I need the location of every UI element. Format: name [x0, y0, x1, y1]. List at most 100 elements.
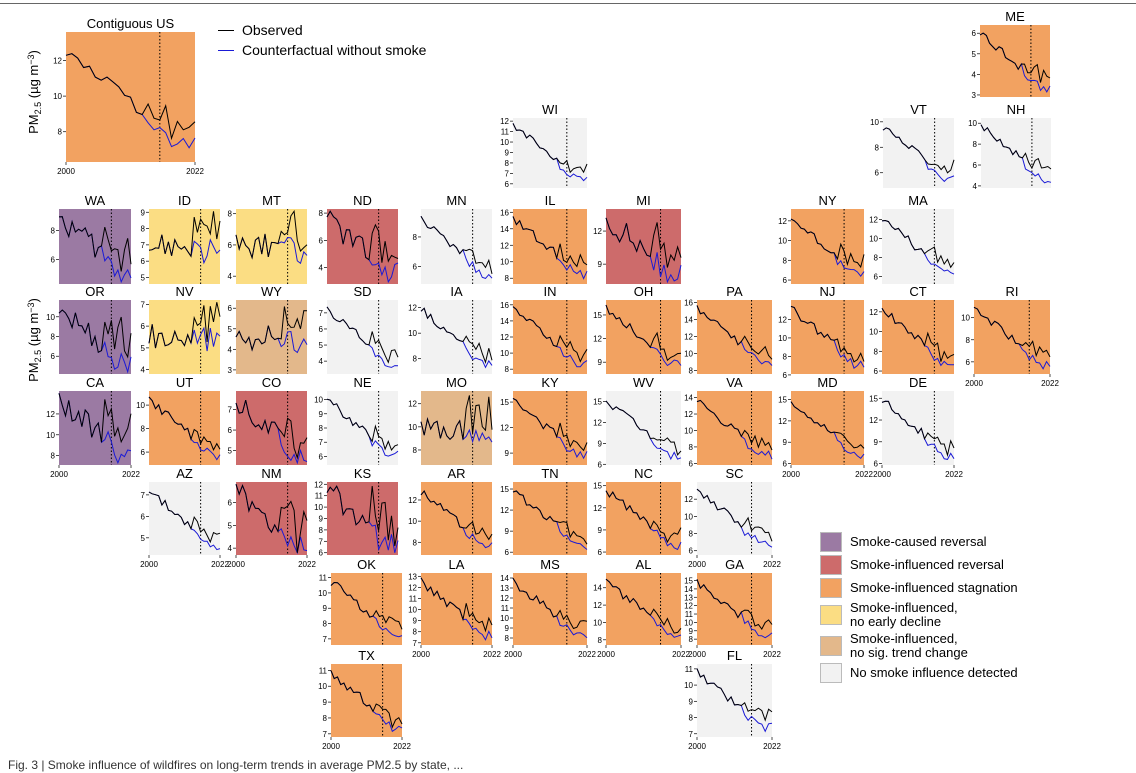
y-tick-label: 10 — [318, 589, 327, 598]
y-tick-label: 8 — [598, 636, 603, 645]
y-tick-label: 10 — [500, 614, 509, 623]
y-tick-label: 8 — [413, 233, 418, 242]
x-tick-label: 2000 — [227, 560, 245, 569]
panel-oh: OH 9 12 15 — [593, 284, 682, 374]
y-tick-label: 8 — [228, 210, 233, 219]
x-tick-label: 2000 — [412, 650, 430, 659]
y-tick-label: 6 — [505, 180, 510, 189]
y-tick-label: 6 — [141, 448, 146, 457]
y-tick-label: 9 — [505, 449, 510, 458]
y-tick-label: 12 — [684, 333, 693, 342]
observed-series-line — [605, 490, 682, 544]
counterfactual-legend-entry: Counterfactual without smoke — [218, 40, 426, 60]
y-axis-label-part: 2.5 — [33, 350, 43, 363]
panel-title: GA — [725, 557, 744, 572]
panel-background — [59, 209, 131, 284]
observed-series-line — [881, 219, 955, 269]
panel-background — [697, 573, 772, 645]
panel-title: IA — [450, 284, 463, 299]
panel-la: LA 7 8 9 10 11 12 13 2000 2022 — [408, 557, 501, 659]
panel-title: MS — [540, 557, 560, 572]
y-tick-label: 5 — [228, 521, 233, 530]
panel-title: NM — [261, 466, 281, 481]
panel-background — [791, 300, 864, 374]
panel-mn: MN 6 8 — [413, 193, 493, 284]
y-tick-label: 7 — [141, 241, 146, 250]
y-tick-label: 8 — [413, 628, 418, 637]
panel-ut: UT 6 8 10 — [136, 375, 221, 465]
panel-nj: NJ 6 8 10 12 — [778, 284, 865, 380]
panel-background — [149, 482, 220, 555]
observed-series-line — [420, 215, 493, 275]
panel-background — [882, 300, 954, 374]
panel-title: TN — [541, 466, 558, 481]
panel-title: ID — [178, 193, 191, 208]
x-tick-label: 2000 — [57, 167, 75, 176]
y-tick-label: 8 — [874, 253, 879, 262]
observed-series-line — [235, 484, 308, 553]
observed-series-line — [420, 577, 493, 633]
y-tick-label: 8 — [783, 256, 788, 265]
y-tick-label: 10 — [408, 423, 417, 432]
panel-title: NC — [634, 466, 653, 481]
y-tick-label: 16 — [500, 208, 509, 217]
panel-ct: CT 6 8 10 12 — [869, 284, 955, 376]
y-tick-label: 11 — [501, 128, 510, 137]
category-legend: Smoke-caused reversal Smoke-influenced r… — [820, 532, 1120, 686]
panel-title: NJ — [820, 284, 836, 299]
y-tick-label: 12 — [593, 227, 602, 236]
y-axis-label-part: PM — [26, 114, 41, 134]
y-tick-label: 12 — [314, 480, 323, 489]
panel-sc: SC 6 8 10 12 2000 2022 — [684, 466, 781, 569]
x-tick-label: 2000 — [140, 560, 158, 569]
panel-title: MA — [908, 193, 928, 208]
x-tick-label: 2022 — [763, 742, 781, 751]
y-tick-label: 6 — [228, 499, 233, 508]
panel-title: MO — [446, 375, 467, 390]
y-tick-label: 6 — [689, 547, 694, 556]
panel-title: AR — [447, 466, 465, 481]
y-tick-label: 6 — [973, 161, 978, 170]
panel-az: AZ 5 6 7 2000 2022 — [140, 466, 229, 569]
y-tick-label: 6 — [783, 460, 788, 469]
legend-label: Smoke-influenced, no early decline — [850, 600, 958, 629]
y-tick-label: 15 — [500, 485, 509, 494]
panel-title: MT — [262, 193, 281, 208]
y-tick-label: 10 — [408, 606, 417, 615]
y-tick-label: 7 — [689, 730, 694, 739]
y-tick-label: 9 — [689, 697, 694, 706]
observed-series-line — [512, 397, 588, 452]
panel-wv: WV 6 9 12 15 — [593, 375, 682, 469]
panel-background — [421, 482, 492, 555]
panel-background — [513, 482, 587, 555]
y-tick-label: 7 — [323, 730, 328, 739]
observed-series-line — [696, 488, 773, 542]
y-tick-label: 9 — [598, 526, 603, 535]
y-tick-label: 6 — [141, 322, 146, 331]
panel-contiguous-us: Contiguous US 8 10 12 2000 2022 — [53, 16, 204, 176]
legend-swatch-reversal — [820, 532, 842, 552]
observed-series-line — [65, 53, 196, 141]
counterfactual-line-swatch — [218, 49, 234, 51]
x-tick-label: 2000 — [688, 742, 706, 751]
y-tick-label: 5 — [141, 534, 146, 543]
y-tick-label: 10 — [46, 431, 55, 440]
panel-background — [697, 482, 772, 555]
observed-series-line — [881, 400, 955, 458]
panel-title: NY — [818, 193, 836, 208]
observed-series-line — [605, 304, 682, 362]
y-tick-label: 8 — [874, 347, 879, 356]
y-tick-label: 14 — [684, 585, 693, 594]
observed-series-line — [881, 307, 955, 362]
legend-row: Smoke-caused reversal — [820, 532, 1120, 552]
y-tick-label: 16 — [500, 301, 509, 310]
panel-tx: TX 7 8 9 10 11 2000 2022 — [318, 648, 411, 751]
observed-series-line — [58, 309, 132, 359]
panel-ky: KY 9 12 15 — [500, 375, 588, 465]
y-tick-label: 9 — [874, 438, 879, 447]
y-tick-label: 7 — [319, 537, 324, 546]
y-tick-label: 10 — [684, 350, 693, 359]
y-tick-label: 10 — [961, 314, 970, 323]
panel-ok: OK 7 8 9 10 11 — [318, 557, 403, 645]
